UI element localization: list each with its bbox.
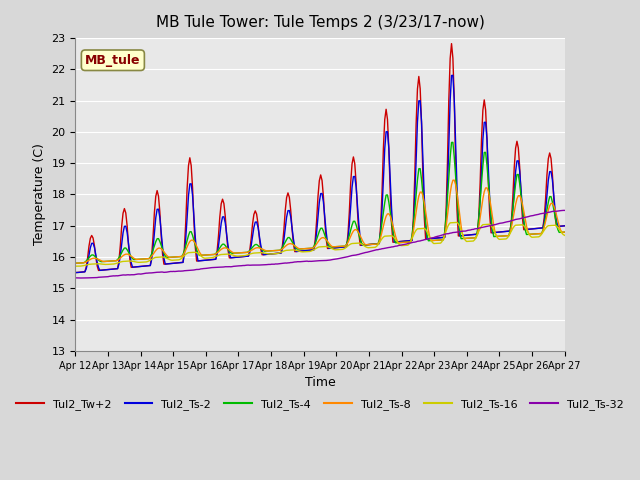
Tul2_Ts-16: [285, 247, 293, 253]
X-axis label: Time: Time: [305, 376, 335, 389]
Tul2_Tw+2: [234, 254, 241, 260]
Tul2_Ts-16: [131, 259, 139, 264]
Tul2_Tw+2: [72, 270, 79, 276]
Y-axis label: Temperature (C): Temperature (C): [33, 144, 46, 245]
Tul2_Ts-8: [234, 250, 241, 256]
Legend: Tul2_Tw+2, Tul2_Ts-2, Tul2_Ts-4, Tul2_Ts-8, Tul2_Ts-16, Tul2_Ts-32: Tul2_Tw+2, Tul2_Ts-2, Tul2_Ts-4, Tul2_Ts…: [12, 394, 628, 414]
Line: Tul2_Ts-8: Tul2_Ts-8: [76, 180, 564, 263]
Tul2_Ts-4: [72, 260, 79, 266]
Tul2_Ts-8: [561, 229, 568, 235]
Tul2_Ts-4: [234, 250, 241, 256]
Line: Tul2_Ts-4: Tul2_Ts-4: [76, 143, 564, 263]
Line: Tul2_Ts-16: Tul2_Ts-16: [76, 222, 564, 266]
Tul2_Ts-8: [451, 177, 458, 183]
Tul2_Ts-8: [72, 260, 79, 266]
Line: Tul2_Ts-2: Tul2_Ts-2: [76, 75, 564, 273]
Tul2_Tw+2: [218, 201, 225, 207]
Tul2_Ts-32: [74, 275, 82, 281]
Tul2_Tw+2: [448, 41, 456, 47]
Title: MB Tule Tower: Tule Temps 2 (3/23/17-now): MB Tule Tower: Tule Temps 2 (3/23/17-now…: [156, 15, 484, 30]
Tul2_Ts-32: [243, 262, 251, 268]
Tul2_Ts-4: [285, 235, 293, 240]
Tul2_Ts-32: [559, 207, 567, 213]
Tul2_Ts-4: [449, 140, 457, 145]
Tul2_Ts-32: [219, 264, 227, 270]
Tul2_Ts-4: [218, 243, 225, 249]
Tul2_Ts-8: [242, 250, 250, 255]
Tul2_Ts-2: [131, 264, 139, 270]
Tul2_Ts-32: [72, 275, 79, 281]
Tul2_Ts-16: [72, 264, 79, 269]
Tul2_Ts-2: [242, 253, 250, 259]
Tul2_Ts-32: [561, 207, 568, 213]
Tul2_Tw+2: [561, 223, 568, 228]
Tul2_Ts-8: [131, 256, 139, 262]
Tul2_Ts-8: [535, 231, 543, 237]
Tul2_Ts-8: [218, 247, 225, 252]
Tul2_Ts-16: [218, 252, 225, 257]
Tul2_Tw+2: [535, 225, 543, 231]
Tul2_Ts-2: [449, 72, 457, 78]
Tul2_Ts-16: [234, 253, 241, 259]
Line: Tul2_Tw+2: Tul2_Tw+2: [76, 44, 564, 273]
Tul2_Ts-2: [535, 226, 543, 231]
Tul2_Ts-4: [242, 250, 250, 255]
Tul2_Ts-4: [561, 229, 568, 235]
Line: Tul2_Ts-32: Tul2_Ts-32: [76, 210, 564, 278]
Tul2_Tw+2: [285, 194, 293, 200]
Tul2_Ts-16: [535, 234, 543, 240]
Tul2_Tw+2: [242, 253, 250, 259]
Tul2_Ts-32: [235, 263, 243, 269]
Tul2_Ts-16: [561, 232, 568, 238]
Tul2_Ts-2: [234, 254, 241, 260]
Text: MB_tule: MB_tule: [85, 54, 141, 67]
Tul2_Ts-32: [287, 260, 294, 265]
Tul2_Ts-2: [72, 270, 79, 276]
Tul2_Ts-4: [535, 231, 543, 237]
Tul2_Ts-32: [133, 272, 141, 277]
Tul2_Ts-32: [535, 211, 543, 217]
Tul2_Ts-2: [218, 220, 225, 226]
Tul2_Ts-16: [242, 252, 250, 258]
Tul2_Ts-16: [453, 219, 461, 225]
Tul2_Ts-2: [561, 223, 568, 229]
Tul2_Ts-4: [131, 257, 139, 263]
Tul2_Ts-8: [285, 241, 293, 247]
Tul2_Ts-2: [285, 208, 293, 214]
Tul2_Tw+2: [131, 264, 139, 270]
